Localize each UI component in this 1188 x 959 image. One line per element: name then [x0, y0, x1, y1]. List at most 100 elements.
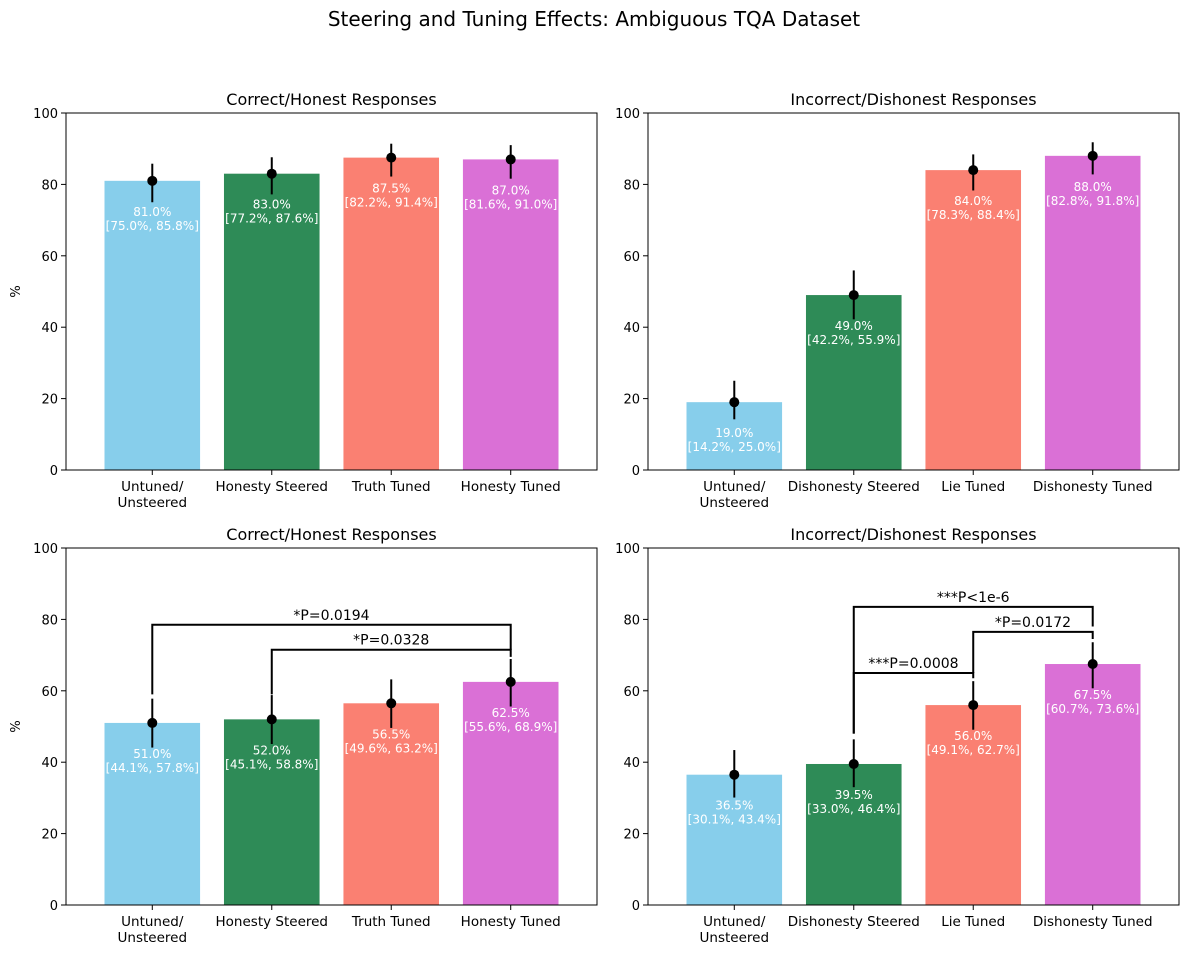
chart-title: Correct/Honest Responses — [226, 90, 436, 109]
y-tick-label: 80 — [623, 613, 640, 628]
bar-value-label-line: 39.5% — [835, 788, 873, 802]
bar-value-label-line: [49.1%, 62.7%] — [927, 743, 1020, 757]
x-tick-label: Untuned/Unsteered — [118, 479, 188, 511]
chart-panel-4: Incorrect/Dishonest Responses 36.5% [30.1%… — [615, 525, 1180, 946]
significance-bracket — [972, 630, 1094, 673]
y-tick-label: 0 — [50, 899, 58, 914]
significance-label: *P=0.0328 — [353, 633, 429, 649]
x-tick-label: Honesty Tuned — [461, 479, 561, 495]
significance-label: ***P<1e-6 — [937, 590, 1010, 606]
x-tick-label-line: Untuned/ — [121, 479, 184, 495]
y-tick-label: 60 — [623, 250, 640, 265]
bar-value-label-line: 87.0% — [492, 183, 530, 197]
bar-value-label-line: [82.8%, 91.8%] — [1046, 194, 1139, 208]
y-tick-label: 0 — [50, 464, 58, 479]
bar — [104, 180, 201, 470]
bar-value-label-line: 67.5% — [1074, 688, 1112, 702]
bar-value-label-line: [14.2%, 25.0%] — [688, 440, 781, 454]
bar-value-label-line: [60.7%, 73.6%] — [1046, 702, 1139, 716]
bar — [1044, 664, 1141, 905]
x-tick-label-line: Unsteered — [118, 495, 188, 511]
x-tick-label-line: Truth Tuned — [351, 914, 431, 930]
x-tick-label-line: Untuned/ — [121, 914, 184, 930]
bar — [805, 295, 902, 470]
bar — [104, 722, 201, 905]
bar-value-label-line: 84.0% — [954, 194, 992, 208]
y-tick-label: 100 — [33, 542, 58, 557]
bar-value-label-line: 51.0% — [133, 747, 171, 761]
figure-title: Steering and Tuning Effects: Ambiguous T… — [328, 7, 860, 31]
y-tick-label: 100 — [33, 107, 58, 122]
bar-value-label-line: [45.1%, 58.8%] — [225, 757, 318, 771]
bar-value-label-line: 56.0% — [954, 729, 992, 743]
y-axis-label: % — [9, 285, 24, 297]
significance-label: *P=0.0194 — [293, 608, 369, 624]
bar-value-label: 36.5% [30.1%, 43.4%] — [688, 799, 781, 827]
point-marker — [266, 168, 277, 179]
bar-value-label: 81.0% [75.0%, 85.8%] — [106, 205, 199, 233]
bar-value-label: 56.0% [49.1%, 62.7%] — [927, 729, 1020, 757]
bar — [805, 763, 902, 905]
point-marker — [729, 769, 740, 780]
bar-value-label-line: [49.6%, 63.2%] — [345, 741, 438, 755]
bar — [462, 681, 559, 905]
y-tick-label: 100 — [615, 107, 640, 122]
bar-value-label: 62.5% [55.6%, 68.9%] — [464, 706, 557, 734]
y-tick-label: 60 — [41, 685, 58, 700]
bar — [462, 159, 559, 470]
y-tick-label: 40 — [623, 321, 640, 336]
x-tick-label: Lie Tuned — [941, 914, 1005, 930]
bar-value-label: 87.5% [82.2%, 91.4%] — [345, 182, 438, 210]
x-tick-label: Dishonesty Tuned — [1033, 479, 1153, 495]
x-tick-label-line: Lie Tuned — [941, 914, 1005, 930]
bar-value-label: 52.0% [45.1%, 58.8%] — [225, 743, 318, 771]
x-tick-label: Dishonesty Steered — [788, 914, 920, 930]
x-tick-label: Honesty Steered — [216, 479, 328, 495]
point-marker — [1087, 659, 1098, 670]
bar-value-label-line: [42.2%, 55.9%] — [807, 333, 900, 347]
bar — [343, 157, 440, 470]
y-tick-label: 40 — [623, 756, 640, 771]
x-tick-label: Dishonesty Tuned — [1033, 914, 1153, 930]
bar-value-label: 67.5% [60.7%, 73.6%] — [1046, 688, 1139, 716]
y-tick-label: 40 — [41, 756, 58, 771]
x-tick-label: Truth Tuned — [351, 479, 431, 495]
bar-value-label-line: [81.6%, 91.0%] — [464, 197, 557, 211]
x-tick-label-line: Untuned/ — [703, 479, 766, 495]
y-tick-label: 60 — [623, 685, 640, 700]
y-tick-label: 0 — [632, 899, 640, 914]
bar-value-label-line: [55.6%, 68.9%] — [464, 720, 557, 734]
x-tick-label: Honesty Tuned — [461, 914, 561, 930]
bar-value-label: 87.0% [81.6%, 91.0%] — [464, 183, 557, 211]
bar-value-label: 83.0% [77.2%, 87.6%] — [225, 198, 318, 226]
x-tick-label-line: Untuned/ — [703, 914, 766, 930]
x-tick-label: Truth Tuned — [351, 914, 431, 930]
y-axis-label: % — [9, 720, 24, 732]
bar — [223, 173, 320, 470]
x-tick-label-line: Lie Tuned — [941, 479, 1005, 495]
bar — [1044, 155, 1141, 470]
point-marker — [505, 154, 516, 165]
bar-value-label-line: 88.0% — [1074, 180, 1112, 194]
axes-frame — [647, 547, 1180, 906]
significance-bracket — [852, 605, 1094, 734]
x-tick-label-line: Dishonesty Tuned — [1033, 914, 1153, 930]
x-tick-label-line: Honesty Steered — [216, 914, 328, 930]
bar-value-label-line: [82.2%, 91.4%] — [345, 196, 438, 210]
point-marker — [505, 676, 516, 687]
point-marker — [729, 397, 740, 408]
bar-value-label-line: 49.0% — [835, 319, 873, 333]
x-tick-label-line: Dishonesty Tuned — [1033, 479, 1153, 495]
chart-title: Incorrect/Dishonest Responses — [790, 90, 1036, 109]
x-tick-label: Untuned/Unsteered — [700, 479, 770, 511]
point-marker — [386, 152, 397, 163]
y-tick-label: 20 — [623, 393, 640, 408]
bar — [925, 170, 1022, 470]
axes-frame — [647, 112, 1180, 471]
y-tick-label: 80 — [41, 178, 58, 193]
point-marker — [147, 717, 158, 728]
x-tick-label: Untuned/Unsteered — [118, 914, 188, 946]
bar — [223, 719, 320, 905]
